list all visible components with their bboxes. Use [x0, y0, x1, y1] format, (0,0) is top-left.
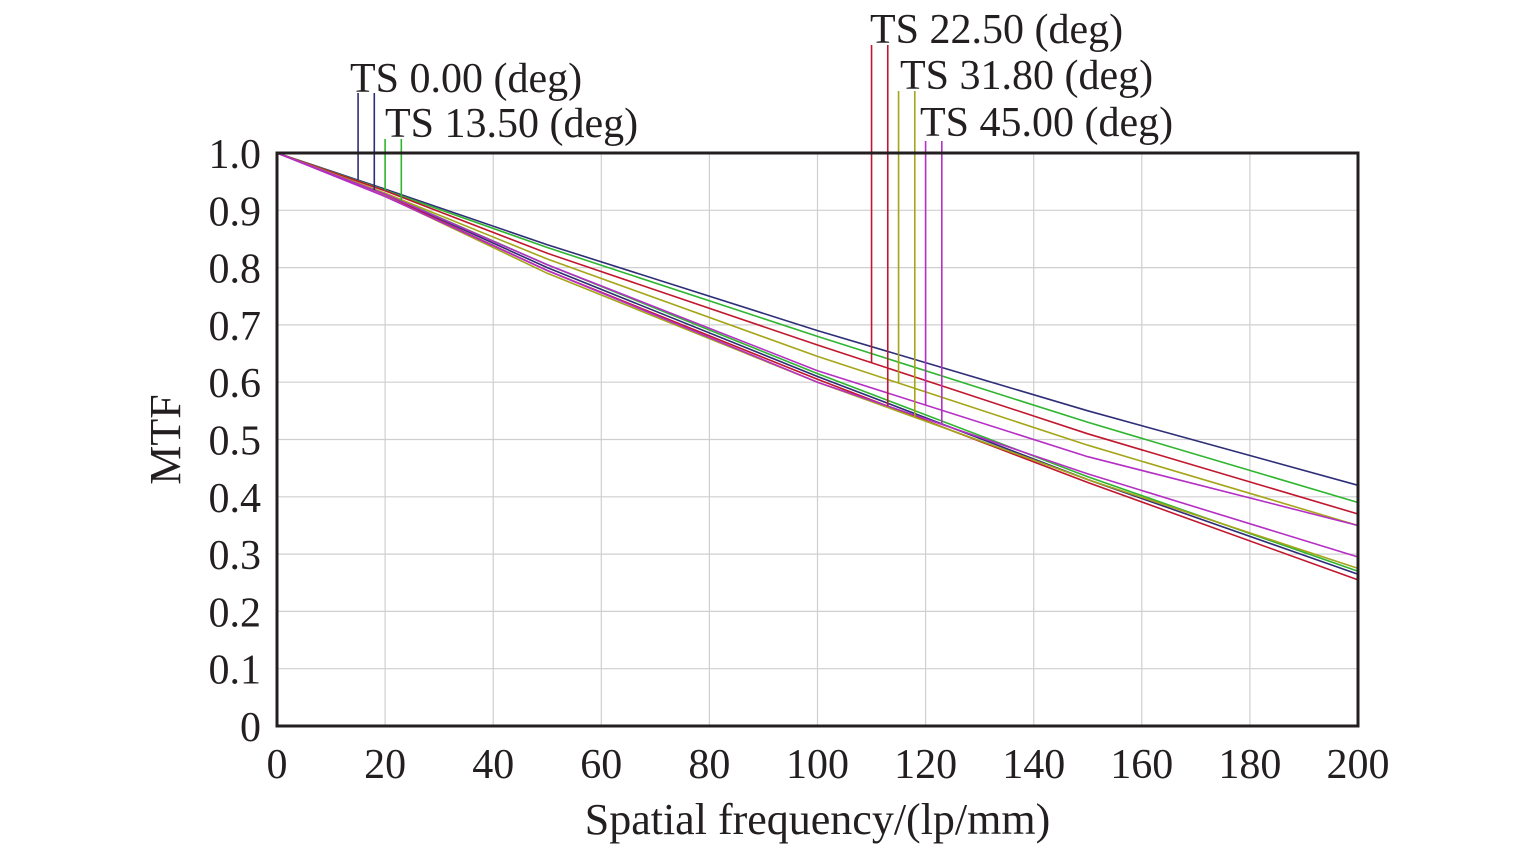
y-axis-label: MTF — [141, 394, 190, 484]
y-tick-label: 0.7 — [209, 304, 262, 350]
y-tick-label: 0.4 — [209, 476, 262, 522]
y-tick-label: 0.5 — [209, 419, 262, 465]
y-axis-ticks: 0 0.1 0.2 0.3 0.4 0.5 0.6 0.7 0.8 0.9 1.0 — [209, 132, 262, 751]
legend-label: TS 31.80 (deg) — [900, 53, 1153, 99]
series-line — [276, 152, 1359, 515]
y-tick-label: 0 — [240, 705, 261, 751]
legend-label: TS 13.50 (deg) — [385, 101, 638, 147]
x-axis-label: Spatial frequency/(lp/mm) — [585, 795, 1051, 844]
legend-label: TS 45.00 (deg) — [920, 100, 1173, 146]
series-group — [276, 152, 1359, 581]
x-tick-label: 60 — [580, 742, 622, 788]
y-tick-label: 0.8 — [209, 247, 262, 293]
series-line — [276, 152, 1359, 558]
x-tick-label: 80 — [688, 742, 730, 788]
legend-label: TS 0.00 (deg) — [350, 56, 582, 102]
y-tick-label: 0.1 — [209, 648, 262, 694]
x-tick-label: 40 — [472, 742, 514, 788]
x-tick-label: 100 — [786, 742, 849, 788]
legend-label: TS 22.50 (deg) — [870, 7, 1123, 53]
legend: TS 0.00 (deg)TS 13.50 (deg) TS 22.50 (deg… — [350, 7, 1173, 425]
x-tick-label: 200 — [1327, 742, 1390, 788]
series-line — [276, 152, 1359, 527]
x-tick-label: 120 — [894, 742, 957, 788]
y-tick-label: 0.6 — [209, 361, 262, 407]
y-tick-label: 1.0 — [209, 132, 262, 178]
x-tick-label: 140 — [1002, 742, 1065, 788]
series-line — [276, 152, 1359, 527]
x-axis-ticks: 0 20 40 60 80 100 120 140 160 180 200 — [267, 742, 1390, 788]
y-tick-label: 0.9 — [209, 189, 262, 235]
grid-lines — [277, 153, 1358, 726]
plot-frame — [275, 151, 1360, 728]
series-line — [276, 152, 1359, 487]
x-tick-label: 20 — [364, 742, 406, 788]
y-tick-label: 0.2 — [209, 590, 262, 636]
y-tick-label: 0.3 — [209, 533, 262, 579]
x-tick-label: 160 — [1110, 742, 1173, 788]
x-tick-label: 0 — [267, 742, 288, 788]
x-tick-label: 180 — [1218, 742, 1281, 788]
